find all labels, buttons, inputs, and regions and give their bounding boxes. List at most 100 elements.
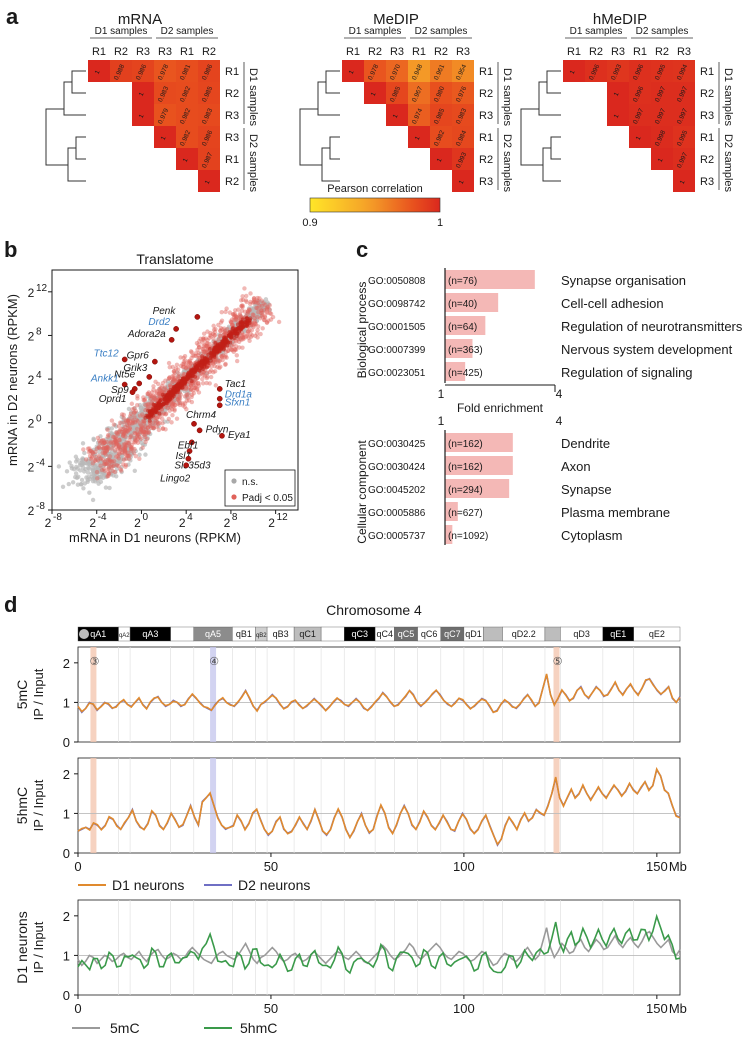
point-ns bbox=[89, 474, 94, 479]
point-sig bbox=[129, 433, 134, 438]
x-unit: Mb bbox=[669, 1001, 687, 1016]
point-sig bbox=[157, 387, 163, 393]
go-tick-label: 4 bbox=[556, 414, 563, 428]
point-ns bbox=[177, 400, 182, 406]
heatmap-cell bbox=[430, 104, 452, 126]
point-sig bbox=[268, 311, 274, 317]
y-tick-label: 2 bbox=[28, 417, 35, 431]
cell-value: 1 bbox=[392, 113, 400, 120]
point-sig bbox=[229, 320, 234, 325]
point-sig bbox=[201, 331, 207, 336]
go-id: GO:0030424 bbox=[368, 462, 426, 473]
point-sig bbox=[102, 468, 107, 473]
row-group-label: D2 samples bbox=[722, 134, 734, 193]
ideogram-band-label: qC1 bbox=[299, 629, 316, 639]
go-term: Dendrite bbox=[561, 436, 610, 451]
point-ns bbox=[122, 445, 127, 450]
point-ns bbox=[90, 497, 96, 503]
scatter-points bbox=[56, 286, 282, 503]
point-sig bbox=[201, 349, 207, 354]
heatmap-cell bbox=[198, 82, 220, 104]
heatmap-cell bbox=[607, 60, 629, 82]
point-sig-dense bbox=[245, 316, 250, 321]
point-sig bbox=[140, 419, 145, 424]
point-ns bbox=[117, 437, 123, 443]
row-label: R3 bbox=[479, 110, 493, 122]
point-sig bbox=[126, 456, 132, 462]
chromosome-title: Chromosome 4 bbox=[326, 602, 422, 618]
point-sig bbox=[117, 438, 122, 443]
point-sig bbox=[213, 357, 218, 363]
point-sig-dense bbox=[239, 326, 244, 331]
x-tick-exp: 4 bbox=[187, 512, 193, 523]
point-ns bbox=[117, 459, 123, 465]
point-ns bbox=[75, 466, 80, 471]
point-ns bbox=[56, 464, 62, 469]
x-tick-label: 150 bbox=[646, 859, 668, 874]
go-term: Synapse organisation bbox=[561, 273, 686, 288]
heatmap-cell bbox=[607, 104, 629, 126]
point-sig bbox=[198, 372, 203, 377]
point-ns bbox=[196, 371, 202, 377]
point-sig-dense bbox=[227, 330, 232, 335]
point-sig bbox=[224, 306, 229, 311]
point-sig bbox=[232, 313, 237, 318]
point-ns bbox=[177, 394, 182, 399]
point-sig bbox=[135, 402, 140, 408]
point-sig bbox=[205, 337, 210, 343]
point-sig bbox=[236, 339, 242, 345]
point-sig bbox=[184, 392, 189, 397]
point-sig bbox=[135, 396, 140, 401]
heatmap-title: hMeDIP bbox=[593, 11, 647, 28]
point-ns bbox=[112, 460, 118, 466]
col-label: R3 bbox=[611, 46, 625, 58]
point-sig bbox=[252, 318, 258, 324]
point-ns bbox=[140, 442, 146, 447]
point-ns bbox=[87, 490, 92, 495]
y-axis-label: IP / Input bbox=[31, 779, 46, 831]
point-sig bbox=[117, 451, 122, 457]
ideogram-band bbox=[544, 626, 561, 642]
point-sig bbox=[103, 446, 108, 451]
point-sig bbox=[115, 432, 121, 437]
point-sig bbox=[247, 327, 252, 333]
point-ns bbox=[138, 437, 143, 443]
point-sig bbox=[145, 391, 150, 397]
point-sig bbox=[121, 415, 126, 421]
point-sig bbox=[103, 445, 109, 451]
x-unit: Mb bbox=[669, 859, 687, 874]
point-sig-dense bbox=[151, 402, 156, 407]
point-sig bbox=[208, 334, 214, 339]
point-sig bbox=[145, 402, 150, 407]
col-label: R1 bbox=[633, 46, 647, 58]
go-id: GO:0098742 bbox=[368, 299, 426, 310]
point-ns bbox=[201, 370, 207, 375]
point-sig bbox=[153, 379, 158, 385]
gene-point bbox=[136, 380, 143, 387]
point-sig bbox=[217, 365, 222, 371]
point-sig bbox=[117, 420, 123, 425]
point-sig bbox=[165, 405, 170, 411]
point-sig bbox=[194, 340, 200, 346]
point-sig bbox=[262, 315, 268, 320]
panel-label-b: b bbox=[4, 237, 17, 262]
point-sig bbox=[266, 318, 271, 323]
point-sig bbox=[188, 363, 193, 369]
point-sig bbox=[170, 402, 175, 407]
col-label: R2 bbox=[434, 46, 448, 58]
go-section-label: Biological process bbox=[355, 282, 369, 379]
point-sig bbox=[104, 462, 110, 467]
point-sig bbox=[111, 440, 116, 445]
dendrogram-branch bbox=[538, 81, 561, 116]
point-ns bbox=[91, 437, 96, 443]
point-sig bbox=[222, 328, 228, 334]
dendrogram-branch bbox=[325, 70, 340, 94]
point-ns bbox=[121, 436, 127, 441]
gene-label: Drd2 bbox=[148, 317, 170, 328]
point-sig bbox=[151, 384, 156, 389]
point-sig bbox=[237, 313, 243, 318]
heatmap-title: mRNA bbox=[118, 11, 162, 28]
point-sig bbox=[105, 434, 111, 439]
point-sig bbox=[259, 308, 264, 313]
gene-point bbox=[152, 358, 158, 365]
